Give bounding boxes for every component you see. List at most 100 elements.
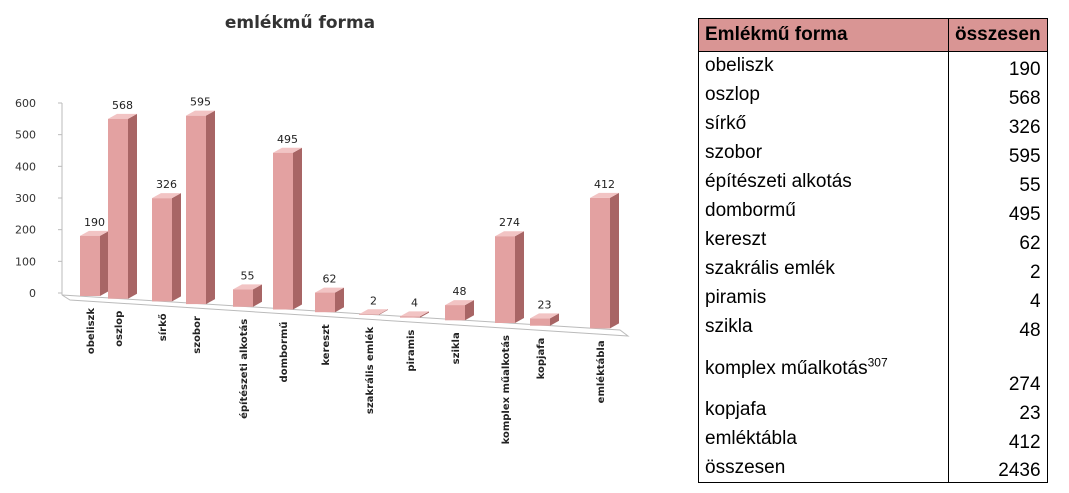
x-tick-label: szikla [451, 332, 462, 364]
table-row: emléktábla 412 [698, 424, 1048, 454]
bar-front [530, 318, 550, 326]
y-tick-label: 400 [15, 160, 36, 173]
table-cell: sírkő [698, 109, 949, 139]
value-label: 55 [241, 269, 255, 282]
table-cell: 4 [948, 283, 1048, 313]
value-label: 4 [411, 296, 418, 309]
table-cell: kereszt [698, 225, 949, 255]
table-cell: építészeti alkotás [698, 167, 949, 197]
bar [359, 309, 388, 315]
table-row: sírkő 326 [698, 109, 1048, 139]
value-label: 62 [323, 273, 337, 286]
y-tick-label: 0 [29, 287, 36, 300]
table-cell: dombormű [698, 196, 949, 226]
table-cell: emléktábla [698, 424, 949, 454]
y-tick-label: 100 [15, 255, 36, 268]
bar-top [495, 231, 524, 237]
bar-top [315, 287, 344, 293]
bar-top [108, 113, 137, 119]
y-tick-label: 500 [15, 129, 36, 142]
bar [445, 300, 474, 321]
table-row: kopjafa 23 [698, 395, 1048, 425]
chart: emlékmű forma 0 100 200 300 400 500 600 190 obel… [15, 13, 630, 444]
value-label: 23 [538, 298, 552, 311]
bar-front [590, 197, 610, 329]
x-tick-label: szakrális emlék [364, 327, 376, 415]
bar-side [465, 300, 474, 321]
bar-side [420, 311, 429, 318]
table-cell: oszlop [698, 80, 949, 110]
value-label: 274 [499, 216, 520, 229]
x-tick-label: oszlop [114, 311, 125, 347]
bar-front [315, 292, 335, 313]
x-tick-label: építészeti alkotás [238, 319, 250, 419]
value-label: 495 [277, 133, 298, 146]
bar-top [80, 230, 109, 236]
bar-front [186, 115, 206, 305]
footnote-ref: 307 [867, 355, 888, 370]
value-label: 48 [453, 285, 467, 298]
x-tick-label: kopjafa [536, 338, 547, 380]
bar [186, 110, 215, 305]
table-row: kereszt 62 [698, 225, 1048, 255]
x-tick-label: obeliszk [86, 308, 97, 354]
value-label: 412 [594, 178, 615, 191]
header-row: Emlékmű forma összesen [698, 18, 1048, 52]
bar [400, 311, 429, 318]
value-label: 326 [156, 178, 177, 191]
table-row: szakrális emlék 2 [698, 254, 1048, 284]
x-tick-label: szobor [192, 316, 203, 354]
bar [315, 287, 344, 313]
bar-side [515, 231, 524, 323]
table-cell: kopjafa [698, 395, 949, 425]
bar-top [233, 284, 262, 290]
bar-front [152, 198, 172, 302]
table-cell: obeliszk [698, 51, 949, 81]
table-cell: 495 [948, 196, 1048, 226]
cell-text: komplex műalkotás [705, 357, 868, 379]
x-tick-label: kereszt [321, 324, 332, 366]
table-cell: 48 [948, 312, 1048, 342]
table-row: szikla 48 [698, 312, 1048, 342]
bar [80, 230, 109, 296]
bar [108, 113, 137, 299]
table: Emlékmű forma összesen obeliszk 190 oszlop… [698, 18, 1048, 483]
bar-side [253, 284, 262, 307]
value-label: 595 [190, 96, 211, 109]
x-tick-label: sírkő [157, 313, 169, 341]
table-cell: 55 [948, 167, 1048, 197]
table-cell: 568 [948, 80, 1048, 110]
bar [495, 231, 524, 323]
value-label: 190 [84, 216, 105, 229]
table-row: összesen 2436 [698, 453, 1048, 483]
bar-front [80, 235, 100, 296]
bar-top [152, 193, 181, 199]
bar-side [206, 110, 215, 305]
bar [233, 284, 262, 307]
bar [530, 313, 559, 326]
bar-side [100, 230, 109, 296]
table-cell: 326 [948, 109, 1048, 139]
bar [273, 147, 302, 310]
table-cell: 412 [948, 424, 1048, 454]
floor [61, 294, 630, 337]
bar-side [293, 147, 302, 310]
bar-side [550, 313, 559, 326]
table-cell: összesen [698, 453, 949, 483]
table-cell: 595 [948, 138, 1048, 168]
bar-top [359, 309, 388, 315]
bar-side [128, 113, 137, 299]
table-row: obeliszk 190 [698, 51, 1048, 81]
table-row: dombormű 495 [698, 196, 1048, 226]
table-row: építészeti alkotás 55 [698, 167, 1048, 197]
bar-front [273, 152, 293, 310]
bar-top [273, 147, 302, 153]
bar-front [445, 305, 465, 321]
table-cell: 23 [948, 395, 1048, 425]
table-cell: komplex műalkotás307 [698, 341, 949, 396]
x-tick-label: komplex műalkotás [500, 335, 512, 444]
chart-title: emlékmű forma [225, 13, 375, 33]
y-tick-label: 200 [15, 224, 36, 237]
bar-top [445, 300, 474, 306]
